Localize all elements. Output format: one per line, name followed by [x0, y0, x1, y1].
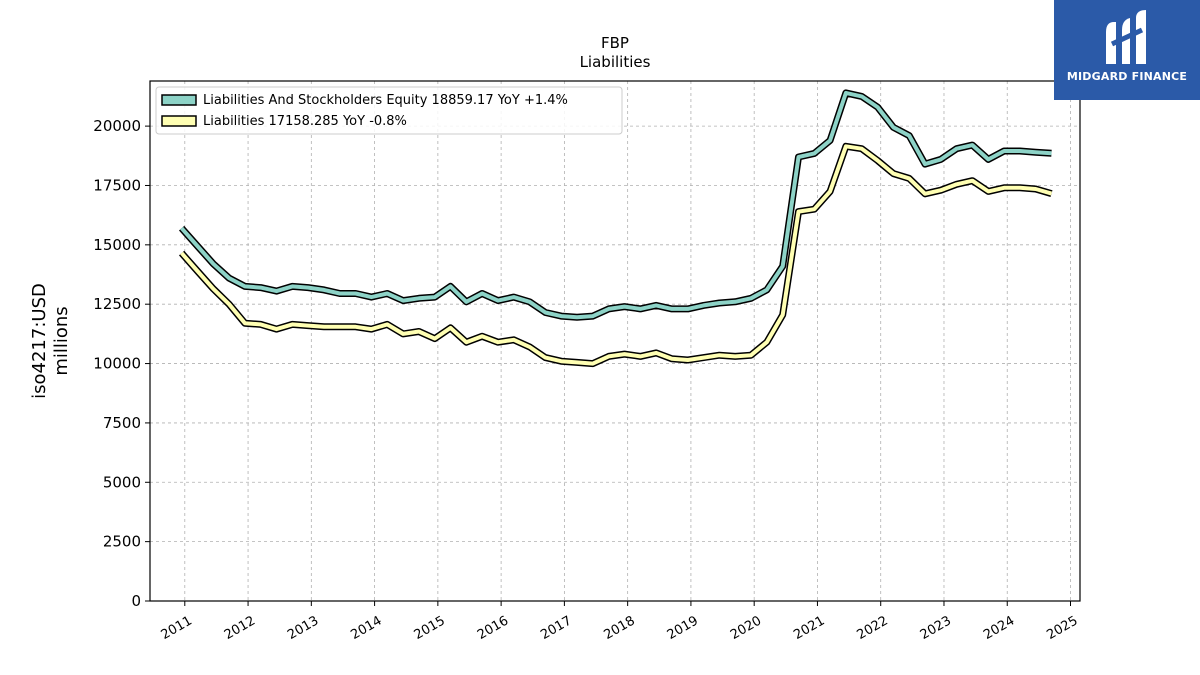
y-ticks: 0 2500 5000 7500 10000 12500 15000 17500 20000: [93, 117, 150, 610]
series-lines: [178, 89, 1053, 368]
x-tick-label: 2023: [918, 613, 954, 643]
y-axis-label-line1: iso4217:USD: [29, 283, 50, 399]
series-line-0: [180, 90, 1052, 320]
legend-label-liabilities: Liabilities 17158.285 YoY -0.8%: [203, 114, 407, 129]
plot-frame: [149, 80, 1081, 602]
x-tick-label: 2025: [1044, 613, 1080, 643]
x-tick-label: 2015: [412, 613, 448, 643]
x-tick-label: 2024: [981, 613, 1017, 643]
x-tick-label: 2019: [665, 613, 701, 643]
y-tick-label: 20000: [93, 117, 141, 135]
x-tick-label: 2021: [791, 613, 827, 643]
x-ticks: 2011 2012 2013 2014 2015 2016 2017 2018 2019 2020…: [159, 601, 1081, 643]
y-tick-label: 0: [131, 592, 141, 610]
legend: Liabilities And Stockholders Equity 1885…: [155, 86, 623, 135]
x-tick-label: 2022: [855, 613, 891, 643]
chart-title: FBP: [601, 34, 629, 52]
logo-text: MIDGARD FINANCE: [1066, 70, 1188, 83]
y-tick-label: 12500: [93, 295, 141, 313]
x-tick-label: 2014: [348, 613, 384, 643]
legend-swatch-equity: [161, 94, 197, 106]
legend-label-equity: Liabilities And Stockholders Equity 1885…: [203, 93, 568, 108]
y-tick-label: 17500: [93, 176, 141, 194]
x-tick-label: 2016: [475, 613, 511, 643]
brand-logo: MIDGARD FINANCE: [1054, 0, 1200, 100]
y-tick-label: 15000: [93, 236, 141, 254]
y-tick-label: 5000: [103, 473, 141, 491]
x-tick-label: 2013: [285, 613, 321, 643]
x-tick-label: 2012: [222, 613, 258, 643]
series-outline-1: [178, 142, 1053, 368]
x-tick-label: 2011: [159, 613, 195, 643]
legend-swatch-liabilities: [161, 115, 197, 127]
y-tick-label: 2500: [103, 533, 141, 551]
midgard-logo-icon: [1106, 10, 1146, 64]
chart-subtitle: Liabilities: [580, 53, 651, 71]
x-tick-label: 2017: [538, 613, 574, 643]
y-tick-label: 10000: [93, 355, 141, 373]
legend-box: [155, 86, 623, 135]
series-line-1: [180, 144, 1053, 366]
y-tick-label: 7500: [103, 414, 141, 432]
x-tick-label: 2020: [728, 613, 764, 643]
y-axis-label-line2: millions: [51, 306, 72, 375]
x-tick-label: 2018: [601, 613, 637, 643]
